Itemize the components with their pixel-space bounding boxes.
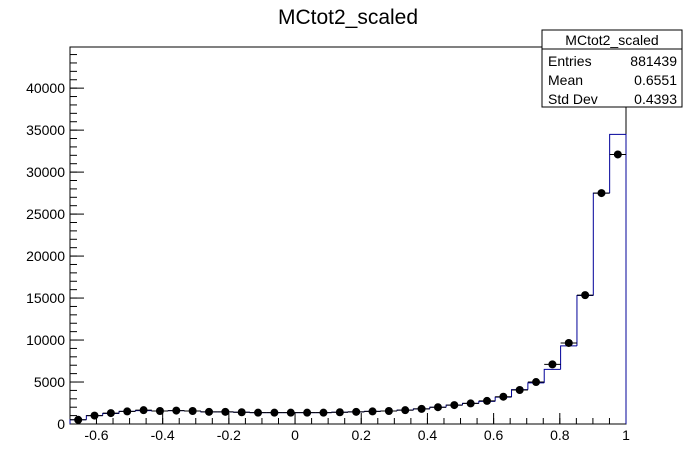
x-tick-label: -0.2 [217, 427, 241, 443]
stats-value: 881439 [630, 53, 677, 69]
data-point [286, 408, 295, 417]
chart-title: MCtot2_scaled [278, 6, 418, 29]
histogram-bin [609, 133, 627, 424]
data-point [254, 408, 263, 417]
data-point [237, 408, 246, 417]
y-tick-label: 15000 [26, 290, 65, 306]
stats-value: 0.4393 [634, 91, 677, 107]
data-point [139, 406, 148, 415]
data-point [188, 406, 197, 415]
data-point [564, 338, 573, 347]
x-tick-label: 0 [291, 427, 299, 443]
data-point [352, 407, 361, 416]
histogram-bin [543, 368, 561, 383]
data-point [172, 406, 181, 415]
data-point [74, 415, 83, 424]
histogram-bin [560, 345, 577, 370]
stats-value: 0.6551 [634, 72, 677, 88]
x-tick-label: -0.6 [84, 427, 108, 443]
data-point [155, 406, 164, 415]
data-point [401, 406, 410, 415]
y-tick-label: 10000 [26, 332, 65, 348]
data-point [613, 150, 622, 159]
y-tick-label: 35000 [26, 122, 65, 138]
data-point [499, 392, 508, 401]
data-point [106, 409, 115, 418]
data-point [319, 408, 328, 417]
y-tick-label: 20000 [26, 248, 65, 264]
y-tick-label: 30000 [26, 164, 65, 180]
data-point [450, 401, 459, 410]
x-tick-label: -0.4 [151, 427, 175, 443]
x-tick-label: 0.8 [550, 427, 570, 443]
data-point [548, 360, 557, 369]
data-point [205, 407, 213, 416]
stats-title: MCtot2_scaled [565, 32, 658, 48]
x-tick-label: 0.4 [418, 427, 438, 443]
data-point [270, 408, 279, 417]
data-point [433, 403, 442, 412]
y-tick-label: 40000 [26, 80, 65, 96]
stats-label: Mean [548, 72, 583, 88]
x-tick-label: 1 [622, 427, 630, 443]
y-tick-label: 5000 [34, 374, 65, 390]
data-point [90, 411, 99, 420]
stats-box [541, 29, 683, 108]
data-point [532, 378, 541, 387]
data-point [303, 408, 312, 417]
x-tick-label: 0.6 [484, 427, 504, 443]
data-point [335, 408, 344, 417]
data-point [483, 396, 491, 405]
y-tick-label: 0 [57, 416, 65, 432]
data-point [581, 291, 590, 300]
data-point [515, 385, 524, 394]
data-point [417, 404, 426, 413]
data-point [368, 407, 377, 416]
stats-label: Entries [548, 53, 592, 69]
y-tick-label: 25000 [26, 206, 65, 222]
data-point [384, 406, 393, 415]
data-point [221, 407, 230, 416]
data-point [123, 407, 132, 416]
stats-label: Std Dev [548, 91, 598, 107]
data-point [466, 399, 475, 408]
data-point [597, 189, 606, 198]
x-tick-label: 0.2 [352, 427, 372, 443]
